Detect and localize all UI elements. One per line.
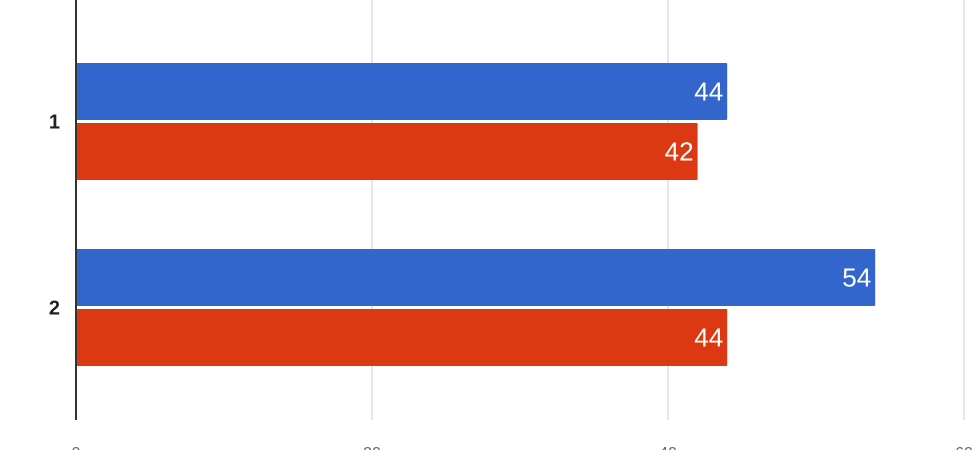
bar xyxy=(76,309,728,366)
category-label: 1 xyxy=(49,112,60,134)
bar-value-label: 44 xyxy=(694,323,723,353)
x-tick-label: 60 xyxy=(955,445,973,450)
x-tick-label: 0 xyxy=(72,445,81,450)
x-tick-label: 40 xyxy=(659,445,677,450)
bars xyxy=(76,63,876,366)
x-tick-label: 20 xyxy=(363,445,381,450)
bar-value-label: 42 xyxy=(665,137,694,167)
category-label: 2 xyxy=(49,298,60,320)
bar-value-label: 54 xyxy=(842,263,871,293)
bar xyxy=(76,63,728,120)
bar-value-label: 44 xyxy=(694,77,723,107)
x-tick-labels: 0 20 40 60 xyxy=(72,445,973,450)
bar xyxy=(76,123,698,180)
category-labels: 12 xyxy=(49,112,60,320)
bar xyxy=(76,249,876,306)
